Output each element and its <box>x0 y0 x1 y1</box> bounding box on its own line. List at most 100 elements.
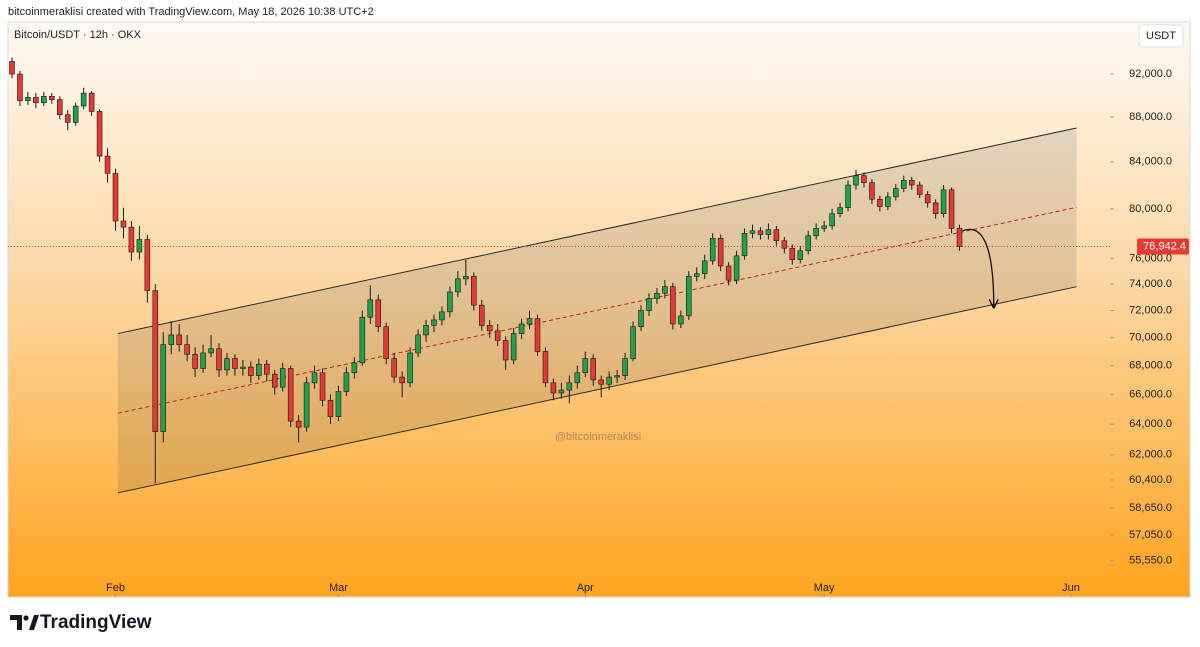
candle-body <box>494 330 501 341</box>
candle-body <box>120 220 127 228</box>
y-tick-label: 88,000.0 <box>1129 111 1172 123</box>
candle-body <box>431 319 437 326</box>
candle-body <box>49 96 55 100</box>
candle-body <box>789 247 796 260</box>
candle-body <box>510 333 517 361</box>
candle-body <box>104 155 111 174</box>
candle-body <box>224 358 230 371</box>
candles <box>9 57 963 484</box>
candle-body <box>383 326 389 359</box>
candle-body <box>733 255 740 281</box>
candle-body <box>351 362 358 374</box>
candle-body <box>654 292 660 299</box>
candle-body <box>582 358 589 374</box>
candle-body <box>566 382 573 391</box>
axes: 92,000.0 88,000.0 84,000.0 80,000.0 76,000.0… <box>106 68 1189 597</box>
candle-body <box>160 344 167 432</box>
candle-body <box>701 260 708 275</box>
y-tick-label: 66,000.0 <box>1129 388 1172 400</box>
candle-body <box>773 229 780 242</box>
channel-lower <box>117 286 1077 494</box>
y-tick-label: 92,000.0 <box>1129 68 1172 80</box>
credit: bitcoinmeraklisi created with TradingVie… <box>8 6 374 18</box>
candle-body <box>447 291 453 313</box>
candle-body <box>837 207 843 215</box>
candle-body <box>924 194 931 204</box>
candle-body <box>622 358 628 376</box>
candle-body <box>662 286 668 294</box>
candle-body <box>709 237 716 262</box>
candle-body <box>359 316 366 364</box>
candle-body <box>112 173 119 222</box>
candle-body <box>192 354 198 369</box>
candle-body <box>455 278 461 293</box>
candle-body <box>630 326 636 359</box>
candle-body <box>295 420 302 428</box>
candle-body <box>144 239 151 291</box>
candle-body <box>311 372 318 384</box>
candle-body <box>33 97 39 104</box>
currency-button[interactable] <box>1138 24 1184 48</box>
candle-body <box>518 323 525 334</box>
watermark: @bitcoinmeraklisi <box>555 431 641 443</box>
drawings <box>8 127 1110 494</box>
candle-body <box>526 318 533 325</box>
candle-body <box>590 358 597 381</box>
candle-body <box>606 376 612 385</box>
candle-body <box>176 334 182 345</box>
candle-body <box>638 310 644 328</box>
candle-body <box>327 400 334 417</box>
candle-body <box>463 275 469 280</box>
candle-body <box>893 188 899 198</box>
candle-body <box>757 230 764 235</box>
candle-body <box>271 373 278 388</box>
candle-body <box>200 352 206 369</box>
candle-body <box>598 379 604 385</box>
y-tick-label: 68,000.0 <box>1129 360 1172 372</box>
candle-body <box>168 334 174 345</box>
x-tick-label: May <box>814 582 835 594</box>
candle-body <box>574 372 581 384</box>
candle-body <box>96 111 103 157</box>
candle-body <box>88 92 95 112</box>
y-tick-label: 72,000.0 <box>1129 304 1172 316</box>
y-tick-label: 64,000.0 <box>1129 418 1172 430</box>
candle-body <box>805 235 811 252</box>
candle-body <box>152 290 159 432</box>
currency-label[interactable]: USDT <box>1146 30 1176 42</box>
candle-body <box>287 368 294 422</box>
logo-text: TradingView <box>40 612 152 633</box>
y-tick-label: 84,000.0 <box>1129 156 1172 168</box>
candle-body <box>678 315 684 325</box>
candle-body <box>797 250 804 260</box>
candle-body <box>956 228 963 247</box>
candle-body <box>869 182 875 200</box>
candle-body <box>415 334 421 354</box>
y-tick-label: 70,000.0 <box>1129 332 1172 344</box>
candle-body <box>423 325 429 336</box>
candle-body <box>56 99 63 116</box>
y-tick-label: 80,000.0 <box>1129 203 1172 215</box>
candle-body <box>614 375 620 378</box>
candle-body <box>264 363 270 375</box>
candle-body <box>693 273 700 277</box>
candle-body <box>940 189 947 215</box>
candle-body <box>25 97 31 101</box>
candle-body <box>303 382 310 428</box>
candle-body <box>375 299 382 328</box>
x-tick-label: Feb <box>106 582 125 594</box>
candle-body <box>534 318 541 352</box>
price-label: 76,942.4 <box>1143 240 1186 252</box>
candle-body <box>486 325 493 332</box>
y-tick-label: 76,000.0 <box>1129 252 1172 264</box>
x-tick-label: Jun <box>1062 582 1080 594</box>
candle-body <box>558 389 565 394</box>
candle-body <box>502 340 509 361</box>
x-tick-label: Mar <box>329 582 348 594</box>
candle-body <box>765 229 772 235</box>
candle-body <box>908 180 915 186</box>
channel-mid <box>117 206 1077 414</box>
candle-body <box>550 382 557 394</box>
